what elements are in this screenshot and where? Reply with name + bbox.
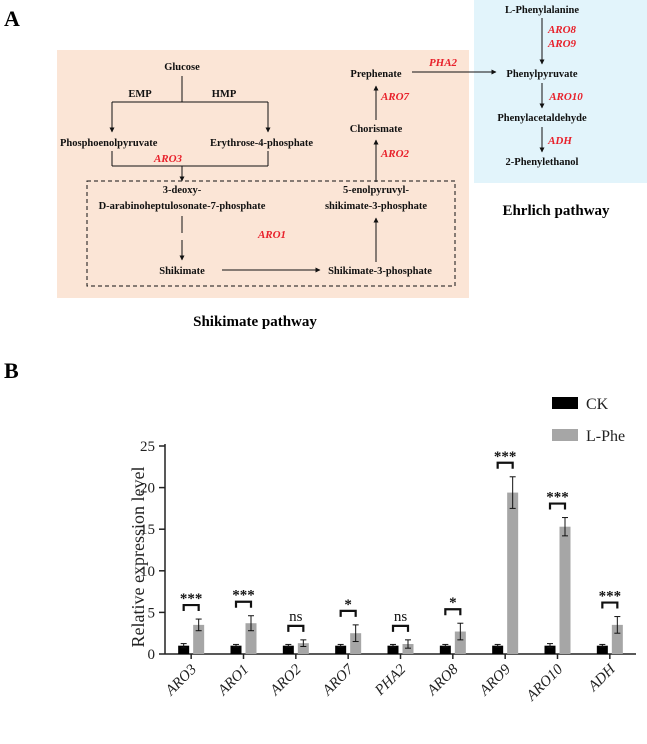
panel-a-label: A [4,6,20,31]
legend-label-l-phe: L-Phe [586,428,625,445]
enzyme-pha2: PHA2 [429,57,458,69]
significance-label: *** [599,589,622,605]
bar-l-phe-aro10 [559,526,571,654]
node-glucose: Glucose [164,62,200,73]
node-epsp-line2: shikimate-3-phosphate [325,201,427,212]
significance-label: ns [394,609,408,625]
x-tick-label: PHA2 [371,661,409,699]
node-phenylpyruvate: Phenylpyruvate [506,69,578,80]
enzyme-aro8: ARO8 [547,24,577,36]
bar-l-phe-aro2 [297,643,309,654]
x-tick-label: ARO10 [523,661,567,705]
panel-b-label: B [4,358,19,383]
enzyme-aro9: ARO9 [547,38,577,50]
enzyme-aro7: ARO7 [380,91,410,103]
chart-bars: *** ***ns*ns********** [178,449,623,654]
bar-ck-aro9 [492,645,504,654]
x-tick-label: ARO8 [424,661,462,699]
enzyme-aro1: ARO1 [257,229,286,241]
significance-label: * [449,595,457,611]
significance-label: *** [232,588,255,604]
x-tick-label: ARO9 [476,661,514,699]
legend-label-ck: CK [586,396,609,413]
significance-label: * [344,597,352,613]
significance-label: *** [180,591,203,607]
node-phenylacetaldehyde: Phenylacetaldehyde [497,113,587,124]
node-shikimate-3-phosphate: Shikimate-3-phosphate [328,266,432,277]
bar-ck-aro10 [544,645,556,654]
x-tick-label: ARO7 [319,660,358,699]
pathway-arrows [86,18,545,287]
panel-b: B CK L-Phe Relative expression level 0 5 1… [4,358,636,705]
legend: CK L-Phe [552,396,625,445]
node-epsp-line1: 5-enolpyruvyl- [343,185,409,196]
bar-l-phe-adh [611,624,623,654]
node-phosphoenolpyruvate: Phosphoenolpyruvate [60,138,158,149]
enzyme-aro10: ARO10 [548,91,583,103]
x-tick-label: ARO3 [162,662,200,700]
node-dahp-line1: 3-deoxy- [163,185,202,196]
bar-l-phe-aro8 [454,631,466,654]
node-prephenate: Prephenate [350,69,401,80]
y-tick-label: 25 [140,439,155,455]
significance-bracket [234,600,253,608]
y-tick-label: 10 [140,564,155,580]
enzyme-aro3: ARO3 [153,153,183,165]
significance-bracket [548,502,567,510]
node-2-phenylethanol: 2-Phenylethanol [506,157,579,168]
significance-bracket [339,609,357,617]
y-tick-label: 5 [148,605,156,621]
significance-bracket [287,624,305,632]
enzyme-adh: ADH [547,135,572,147]
bar-ck-aro3 [178,645,190,654]
ehrlich-pathway-title: Ehrlich pathway [502,203,610,219]
bar-l-phe-aro9 [507,492,519,654]
node-shikimate: Shikimate [159,266,205,277]
bar-l-phe-pha2 [402,644,414,654]
enzyme-aro2: ARO2 [380,148,410,160]
shikimate-pathway-title: Shikimate pathway [193,314,317,330]
bar-ck-aro8 [439,645,451,654]
x-tick-labels: ARO3 ARO1 ARO2 ARO7 PHA2 ARO8 ARO9 ARO10 ADH [162,654,619,705]
node-erythrose-4-phosphate: Erythrose-4-phosphate [210,138,313,149]
significance-label: *** [494,449,517,465]
ehrlich-pathway-box [474,0,647,183]
legend-swatch-ck [552,397,578,409]
y-tick-label: 15 [140,522,155,538]
significance-bracket [444,608,462,616]
significance-label: ns [289,609,303,625]
x-tick-label: ARO2 [267,661,305,699]
node-l-phenylalanine: L-Phenylalanine [505,5,579,16]
legend-swatch-l-phe [552,429,578,441]
label-hmp: HMP [212,89,237,100]
bar-ck-pha2 [387,645,399,654]
x-tick-label: ARO1 [214,662,252,700]
bar-ck-adh [596,645,608,654]
panel-a: A Glucose EMP HMP Phosphoenolpyruvate Er… [4,0,647,330]
bar-l-phe-aro1 [245,623,257,654]
x-tick-label: ADH [585,661,620,696]
bar-ck-aro7 [335,645,347,654]
label-emp: EMP [128,89,152,100]
y-tick-label: 20 [140,481,155,497]
significance-bracket [496,461,514,469]
significance-bracket [182,603,200,612]
bar-l-phe-aro3 [193,624,205,654]
bar-ck-aro2 [282,645,294,654]
node-dahp-line2: D-arabinoheptulosonate-7-phosphate [99,201,266,212]
node-chorismate: Chorismate [350,124,403,135]
bar-l-phe-aro7 [350,633,362,654]
y-axis-label: Relative expression level [128,467,148,648]
significance-bracket [391,624,410,632]
significance-label: *** [546,490,569,506]
y-tick-label: 0 [148,647,156,663]
significance-bracket [601,601,619,609]
bar-ck-aro1 [230,645,242,654]
shikimate-pathway-box [57,50,469,298]
